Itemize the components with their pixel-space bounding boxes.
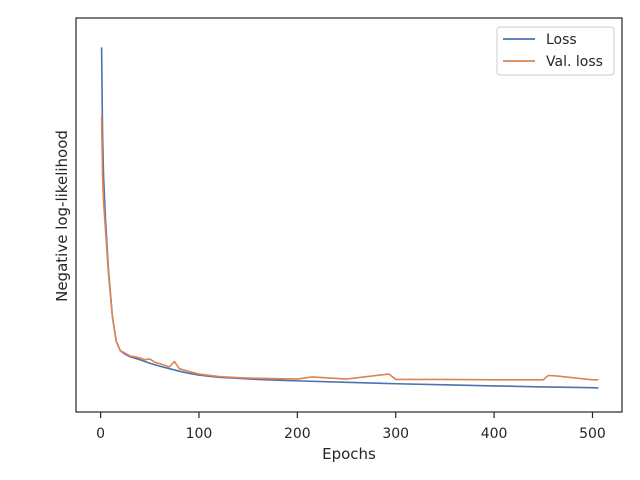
series-line-loss [100,47,599,389]
x-tick-label: 100 [186,426,213,442]
legend-label-loss: Loss [546,32,577,48]
series-line-val-loss [100,115,599,381]
x-ticks: 0 100 200 300 400 500 [96,412,606,442]
x-tick-label: 200 [284,426,311,442]
x-tick-label: 300 [382,426,409,442]
x-axis-label: Epochs [322,445,376,463]
y-axis-label: Negative log-likelihood [53,130,71,302]
legend-label-val-loss: Val. loss [546,54,603,70]
x-tick-label: 500 [579,426,606,442]
plot-frame [75,17,623,413]
x-tick-label: 0 [96,426,105,442]
legend: Loss Val. loss [496,26,615,76]
series-layer [100,47,599,389]
x-tick-label: 400 [481,426,508,442]
